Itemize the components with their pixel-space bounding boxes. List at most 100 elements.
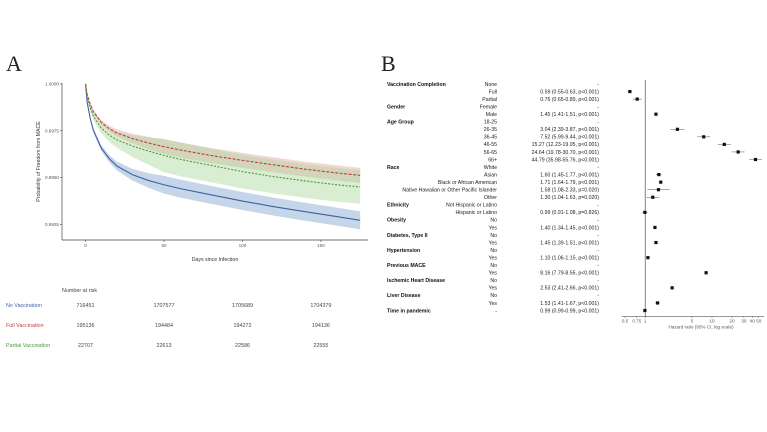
hazard-ratio-text: 1.10 (1.06-1.15, p<0.001) <box>540 255 599 261</box>
y-tick-label: 1.0000 <box>45 82 59 87</box>
hazard-ratio-text: - <box>597 82 599 88</box>
risk-row-label: Partial Vaccination <box>6 343 50 349</box>
covariate-level-label: 18-25 <box>484 120 497 126</box>
forest-tick-label: 5 <box>691 319 694 324</box>
risk-count: 194136 <box>312 323 330 329</box>
risk-count: 1705689 <box>232 303 253 309</box>
hr-point-marker <box>704 271 708 275</box>
covariate-level-label: Partial <box>482 97 497 103</box>
risk-count: 195136 <box>77 323 95 329</box>
ci-band-no_vacc <box>85 82 361 230</box>
y-tick-label: 0.9950 <box>45 175 59 180</box>
hazard-ratio-text: 1.40 (1.34-1.45, p<0.001) <box>540 225 599 231</box>
covariate-level-label: Other <box>484 195 497 201</box>
forest-tick-label: 10 <box>709 319 715 324</box>
hazard-ratio-text: 1.60 (1.45-1.77, p<0.001) <box>540 172 599 178</box>
risk-count: 22613 <box>157 343 172 349</box>
hazard-ratio-text: - <box>597 233 599 239</box>
panel-a-letter: A <box>6 51 22 76</box>
risk-count: 22707 <box>78 343 93 349</box>
covariate-level-label: Female <box>480 104 497 110</box>
survival-line-partial_vacc <box>84 83 361 188</box>
hazard-ratio-text: 15.27 (12.23-19.05, p<0.001) <box>532 142 600 148</box>
hazard-ratio-text: 3.04 (2.39-3.87, p<0.001) <box>540 127 599 133</box>
y-axis-label: Probability of Freedom from MACE <box>36 121 42 202</box>
covariate-group-label: Race <box>387 165 400 171</box>
risk-count: 1704379 <box>310 303 331 309</box>
hazard-ratio-text: 44.79 (35.98-55.76, p<0.001) <box>532 157 600 163</box>
hazard-ratio-text: - <box>597 293 599 299</box>
hazard-ratio-text: - <box>597 120 599 126</box>
forest-tick-label: 40 <box>750 319 756 324</box>
covariate-group-label: Obesity <box>387 218 406 224</box>
covariate-group-label: Hypertension <box>387 248 420 254</box>
hazard-ratio-text: - <box>597 278 599 284</box>
covariate-level-label: 56-65 <box>484 150 497 156</box>
hr-point-marker <box>670 286 674 290</box>
covariate-level-label: Yes <box>489 301 498 307</box>
covariate-group-label: Vaccination Completion <box>387 82 446 88</box>
risk-count: 22555 <box>313 343 328 349</box>
hr-point-marker <box>643 210 647 214</box>
covariate-level-label: 26-35 <box>484 127 497 133</box>
hr-point-marker <box>702 135 706 139</box>
hazard-ratio-text: 0.99 (0.99-0.99, p<0.001) <box>540 308 599 314</box>
x-tick-label: 0 <box>84 243 87 248</box>
hr-point-marker <box>722 142 726 146</box>
risk-count: 1707577 <box>154 303 175 309</box>
forest-tick-label: 30 <box>741 319 747 324</box>
hazard-ratio-text: 1.58 (1.08-2.33, p=0.020) <box>540 188 599 194</box>
hr-point-marker <box>651 195 655 199</box>
hazard-ratio-text: 1.30 (1.04-1.63, p=0.020) <box>540 195 599 201</box>
risk-count: 194272 <box>233 323 251 329</box>
covariate-level-label: No <box>490 263 497 269</box>
hazard-ratio-text: - <box>597 104 599 110</box>
hazard-ratio-text: 0.59 (0.55-0.63, p<0.001) <box>540 89 599 95</box>
covariate-level-label: Yes <box>489 225 498 231</box>
covariate-group-label: Ethnicity <box>387 203 409 209</box>
hazard-ratio-text: 1.45 (1.41-1.51, p<0.001) <box>540 112 599 118</box>
covariate-group-label: Liver Disease <box>387 293 421 299</box>
hr-point-marker <box>646 256 650 260</box>
hazard-ratio-text: 2.53 (2.41-2.66, p<0.001) <box>540 286 599 292</box>
hr-point-marker <box>654 112 658 116</box>
forest-tick-label: 1 <box>644 319 647 324</box>
forest-tick-label: 0.5 <box>622 319 629 324</box>
forest-tick-label: 0.75 <box>632 319 641 324</box>
risk-row-label: No Vaccination <box>6 303 42 309</box>
survival-line-no_vacc <box>84 83 361 221</box>
covariate-level-label: Not Hispanic or Latino <box>446 203 497 209</box>
covariate-level-label: White <box>484 165 497 171</box>
risk-row-label: Full Vaccination <box>6 323 44 329</box>
forest-x-axis-label: Hazard ratio (95% CI, log scale) <box>668 325 734 330</box>
panel-b-letter: B <box>381 51 396 76</box>
hr-point-marker <box>656 188 661 192</box>
covariate-level-label: Native Hawaiian or Other Pacific Islande… <box>402 188 497 194</box>
covariate-level-label: No <box>490 218 497 224</box>
forest-tick-label: 50 <box>756 319 762 324</box>
covariate-group-label: Age Group <box>387 120 414 126</box>
hr-point-marker <box>655 301 660 305</box>
hazard-ratio-text: 8.16 (7.79-8.55, p<0.001) <box>540 271 599 277</box>
x-tick-label: 150 <box>317 243 325 248</box>
hazard-ratio-text: 1.53 (1.41-1.67, p<0.001) <box>540 301 599 307</box>
hazard-ratio-text: - <box>597 263 599 269</box>
hazard-ratio-text: 1.45 (1.39-1.51, p<0.001) <box>540 240 599 246</box>
covariate-level-label: Male <box>486 112 497 118</box>
covariate-level-label: None <box>485 82 498 88</box>
covariate-group-label: Previous MACE <box>387 263 426 269</box>
covariate-level-label: Yes <box>489 240 498 246</box>
x-tick-label: 100 <box>239 243 247 248</box>
forest-tick-label: 20 <box>730 319 736 324</box>
hazard-ratio-text: - <box>597 218 599 224</box>
covariate-group-label: Ischemic Heart Disease <box>387 278 445 284</box>
risk-count: 194484 <box>155 323 173 329</box>
hr-point-marker <box>736 150 740 154</box>
hr-point-marker <box>657 173 661 177</box>
risk-count: 22586 <box>235 343 250 349</box>
x-axis-label: Days since Infection <box>192 257 239 263</box>
covariate-level-label: Hispanic or Latino <box>455 210 497 216</box>
hazard-ratio-text: 0.99 (0.91-1.08, p=0.826) <box>540 210 599 216</box>
hr-point-marker <box>675 127 680 131</box>
